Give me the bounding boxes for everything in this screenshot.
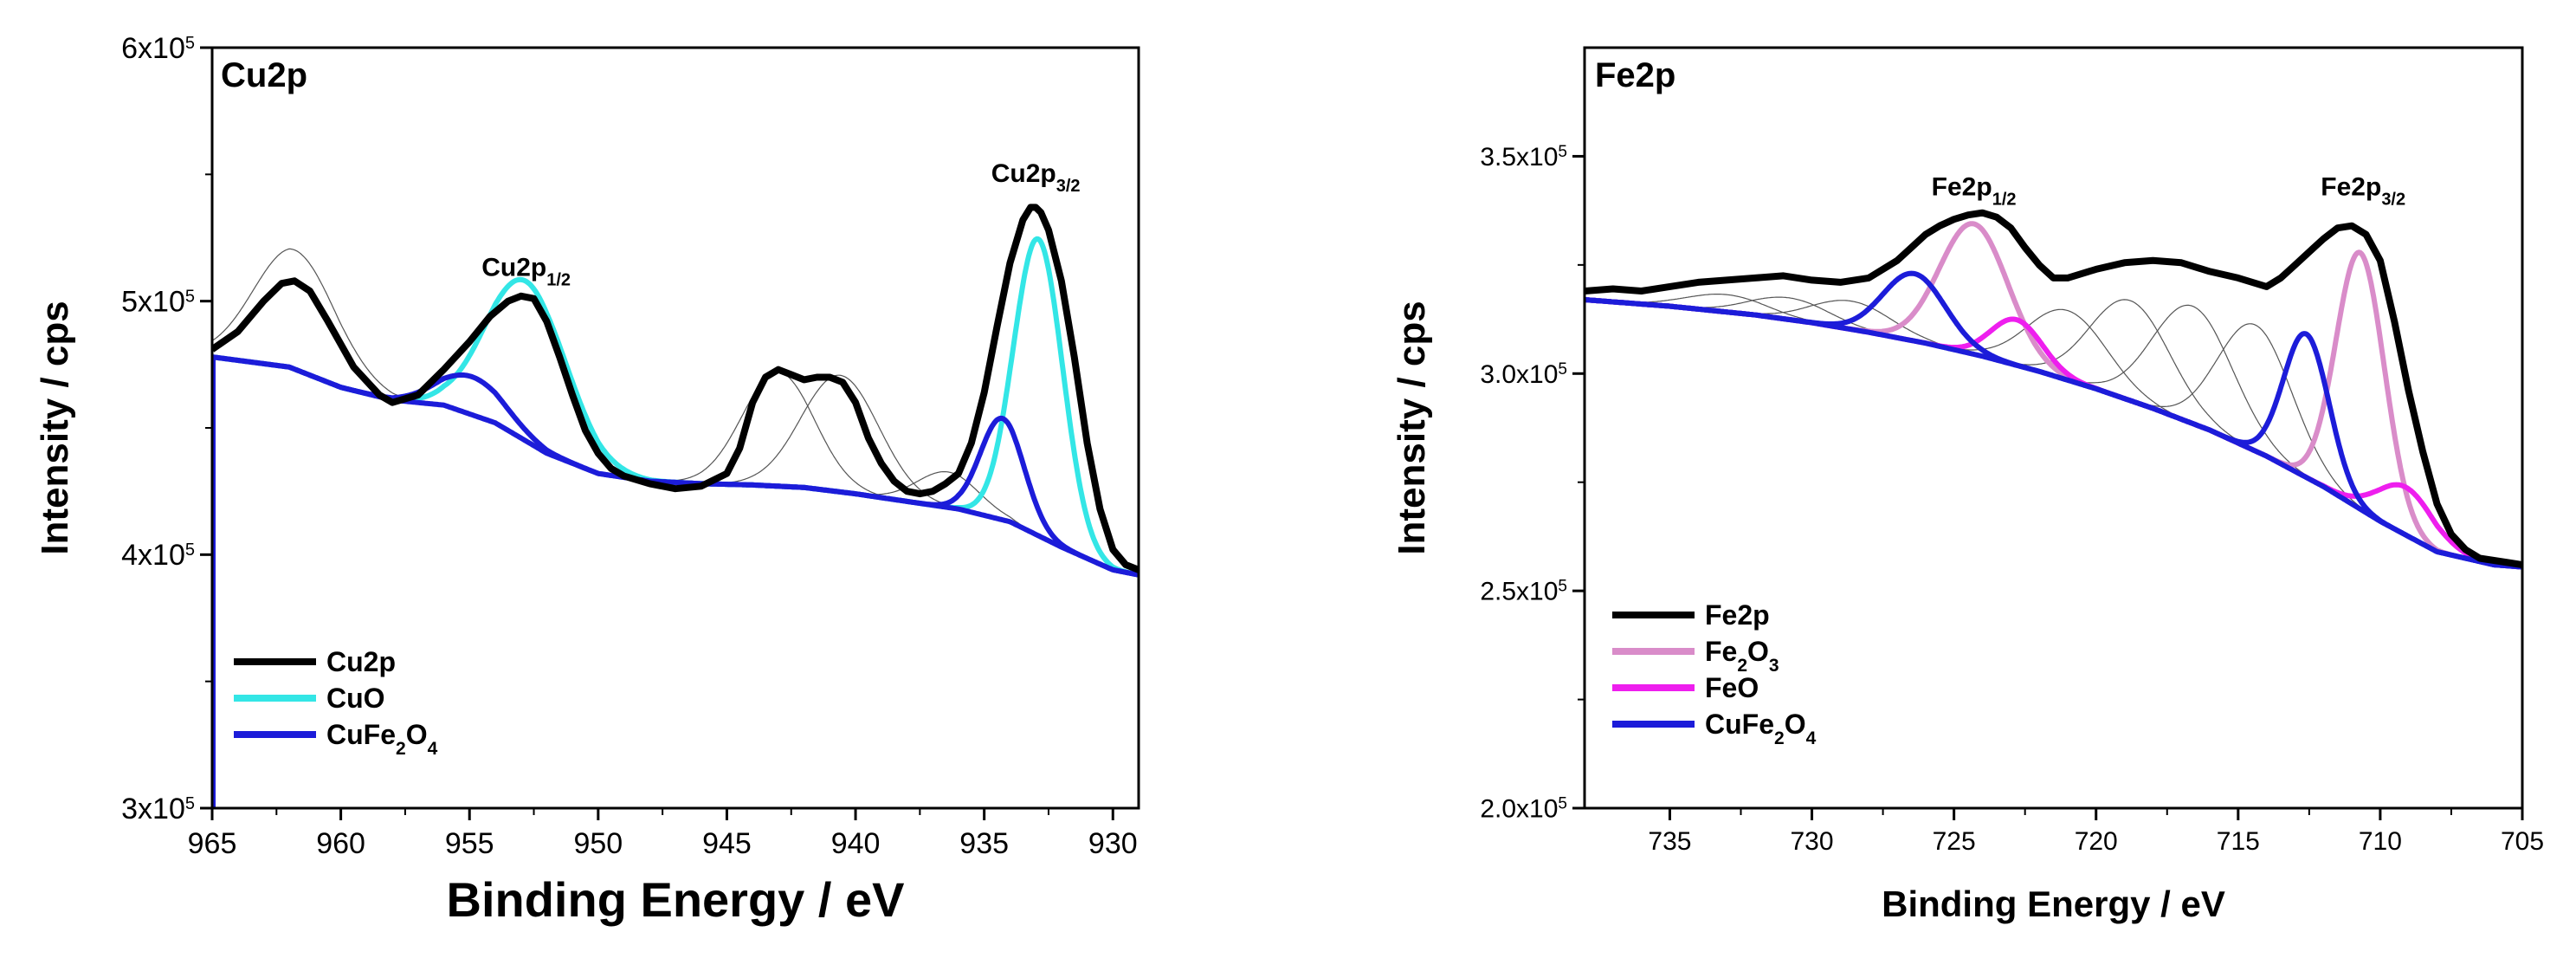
- y-axis-title: Intensity / cps: [1391, 301, 1433, 554]
- chart-panel-fe2p: 735 730 725 720 715 710 705 2.0x105 2.5x105 3.0x1…: [1391, 46, 2544, 924]
- peak-annotation: Cu2p3/2: [991, 159, 1081, 196]
- plot-area: [212, 204, 1139, 808]
- y-tick-label: 2.5x105: [1480, 577, 1567, 606]
- background-line: [212, 354, 1139, 578]
- x-tick-label: 730: [1791, 827, 1834, 856]
- legend-label: Cu2p: [326, 646, 396, 677]
- chart-panel-cu2p: 965 960 955 950 945 940 935 930 3x105 4x105 5x105 6…: [34, 32, 1140, 927]
- series-line-cu2p: [212, 204, 1139, 573]
- x-tick-label: 715: [2217, 827, 2260, 856]
- x-tick-label: 930: [1088, 827, 1138, 860]
- x-axis-title: Binding Energy / eV: [447, 872, 905, 927]
- legend-label: CuO: [326, 683, 385, 714]
- legend-label: Fe2O3: [1705, 636, 1779, 676]
- x-tick-label: 935: [959, 827, 1009, 860]
- x-tick-label: 735: [1648, 827, 1691, 856]
- y-tick-label: 5x105: [121, 286, 195, 319]
- legend-label: Fe2p: [1705, 599, 1770, 631]
- peak-annotation: Cu2p1/2: [481, 253, 571, 289]
- y-tick-label: 4x105: [121, 539, 195, 572]
- x-tick-label: 950: [573, 827, 623, 860]
- x-tick-label: 960: [316, 827, 365, 860]
- y-tick-label: 2.0x105: [1480, 794, 1567, 824]
- legend-label: FeO: [1705, 672, 1759, 703]
- y-tick-label: 3.5x105: [1480, 142, 1567, 172]
- legend-label: CuFe2O4: [1705, 709, 1817, 748]
- series-line-fe2p: [1585, 209, 2522, 568]
- x-tick-label: 720: [2075, 827, 2118, 856]
- panel-title: Fe2p: [1595, 56, 1675, 94]
- panel-title: Cu2p: [221, 56, 307, 94]
- x-tick-label: 725: [1933, 827, 1976, 856]
- peak-annotation: Fe2p1/2: [1932, 173, 2017, 210]
- plot-area: [1585, 209, 2522, 570]
- x-axis-title: Binding Energy / eV: [1882, 884, 2225, 924]
- y-tick-label: 6x105: [121, 32, 195, 65]
- y-axis-title: Intensity / cps: [34, 301, 76, 554]
- plot-frame: [1583, 46, 2524, 810]
- peak-annotation: Fe2p3/2: [2321, 173, 2405, 210]
- x-tick-label: 710: [2359, 827, 2402, 856]
- legend-label: CuFe2O4: [326, 719, 438, 759]
- x-tick-label: 940: [831, 827, 881, 860]
- x-tick-label: 965: [188, 827, 237, 860]
- x-tick-label: 705: [2501, 827, 2544, 856]
- y-tick-label: 3.0x105: [1480, 359, 1567, 389]
- y-tick-label: 3x105: [121, 793, 195, 825]
- background-line: [1585, 297, 2522, 570]
- x-tick-label: 955: [445, 827, 494, 860]
- series-line-cuo: [212, 236, 1139, 578]
- x-tick-label: 945: [702, 827, 752, 860]
